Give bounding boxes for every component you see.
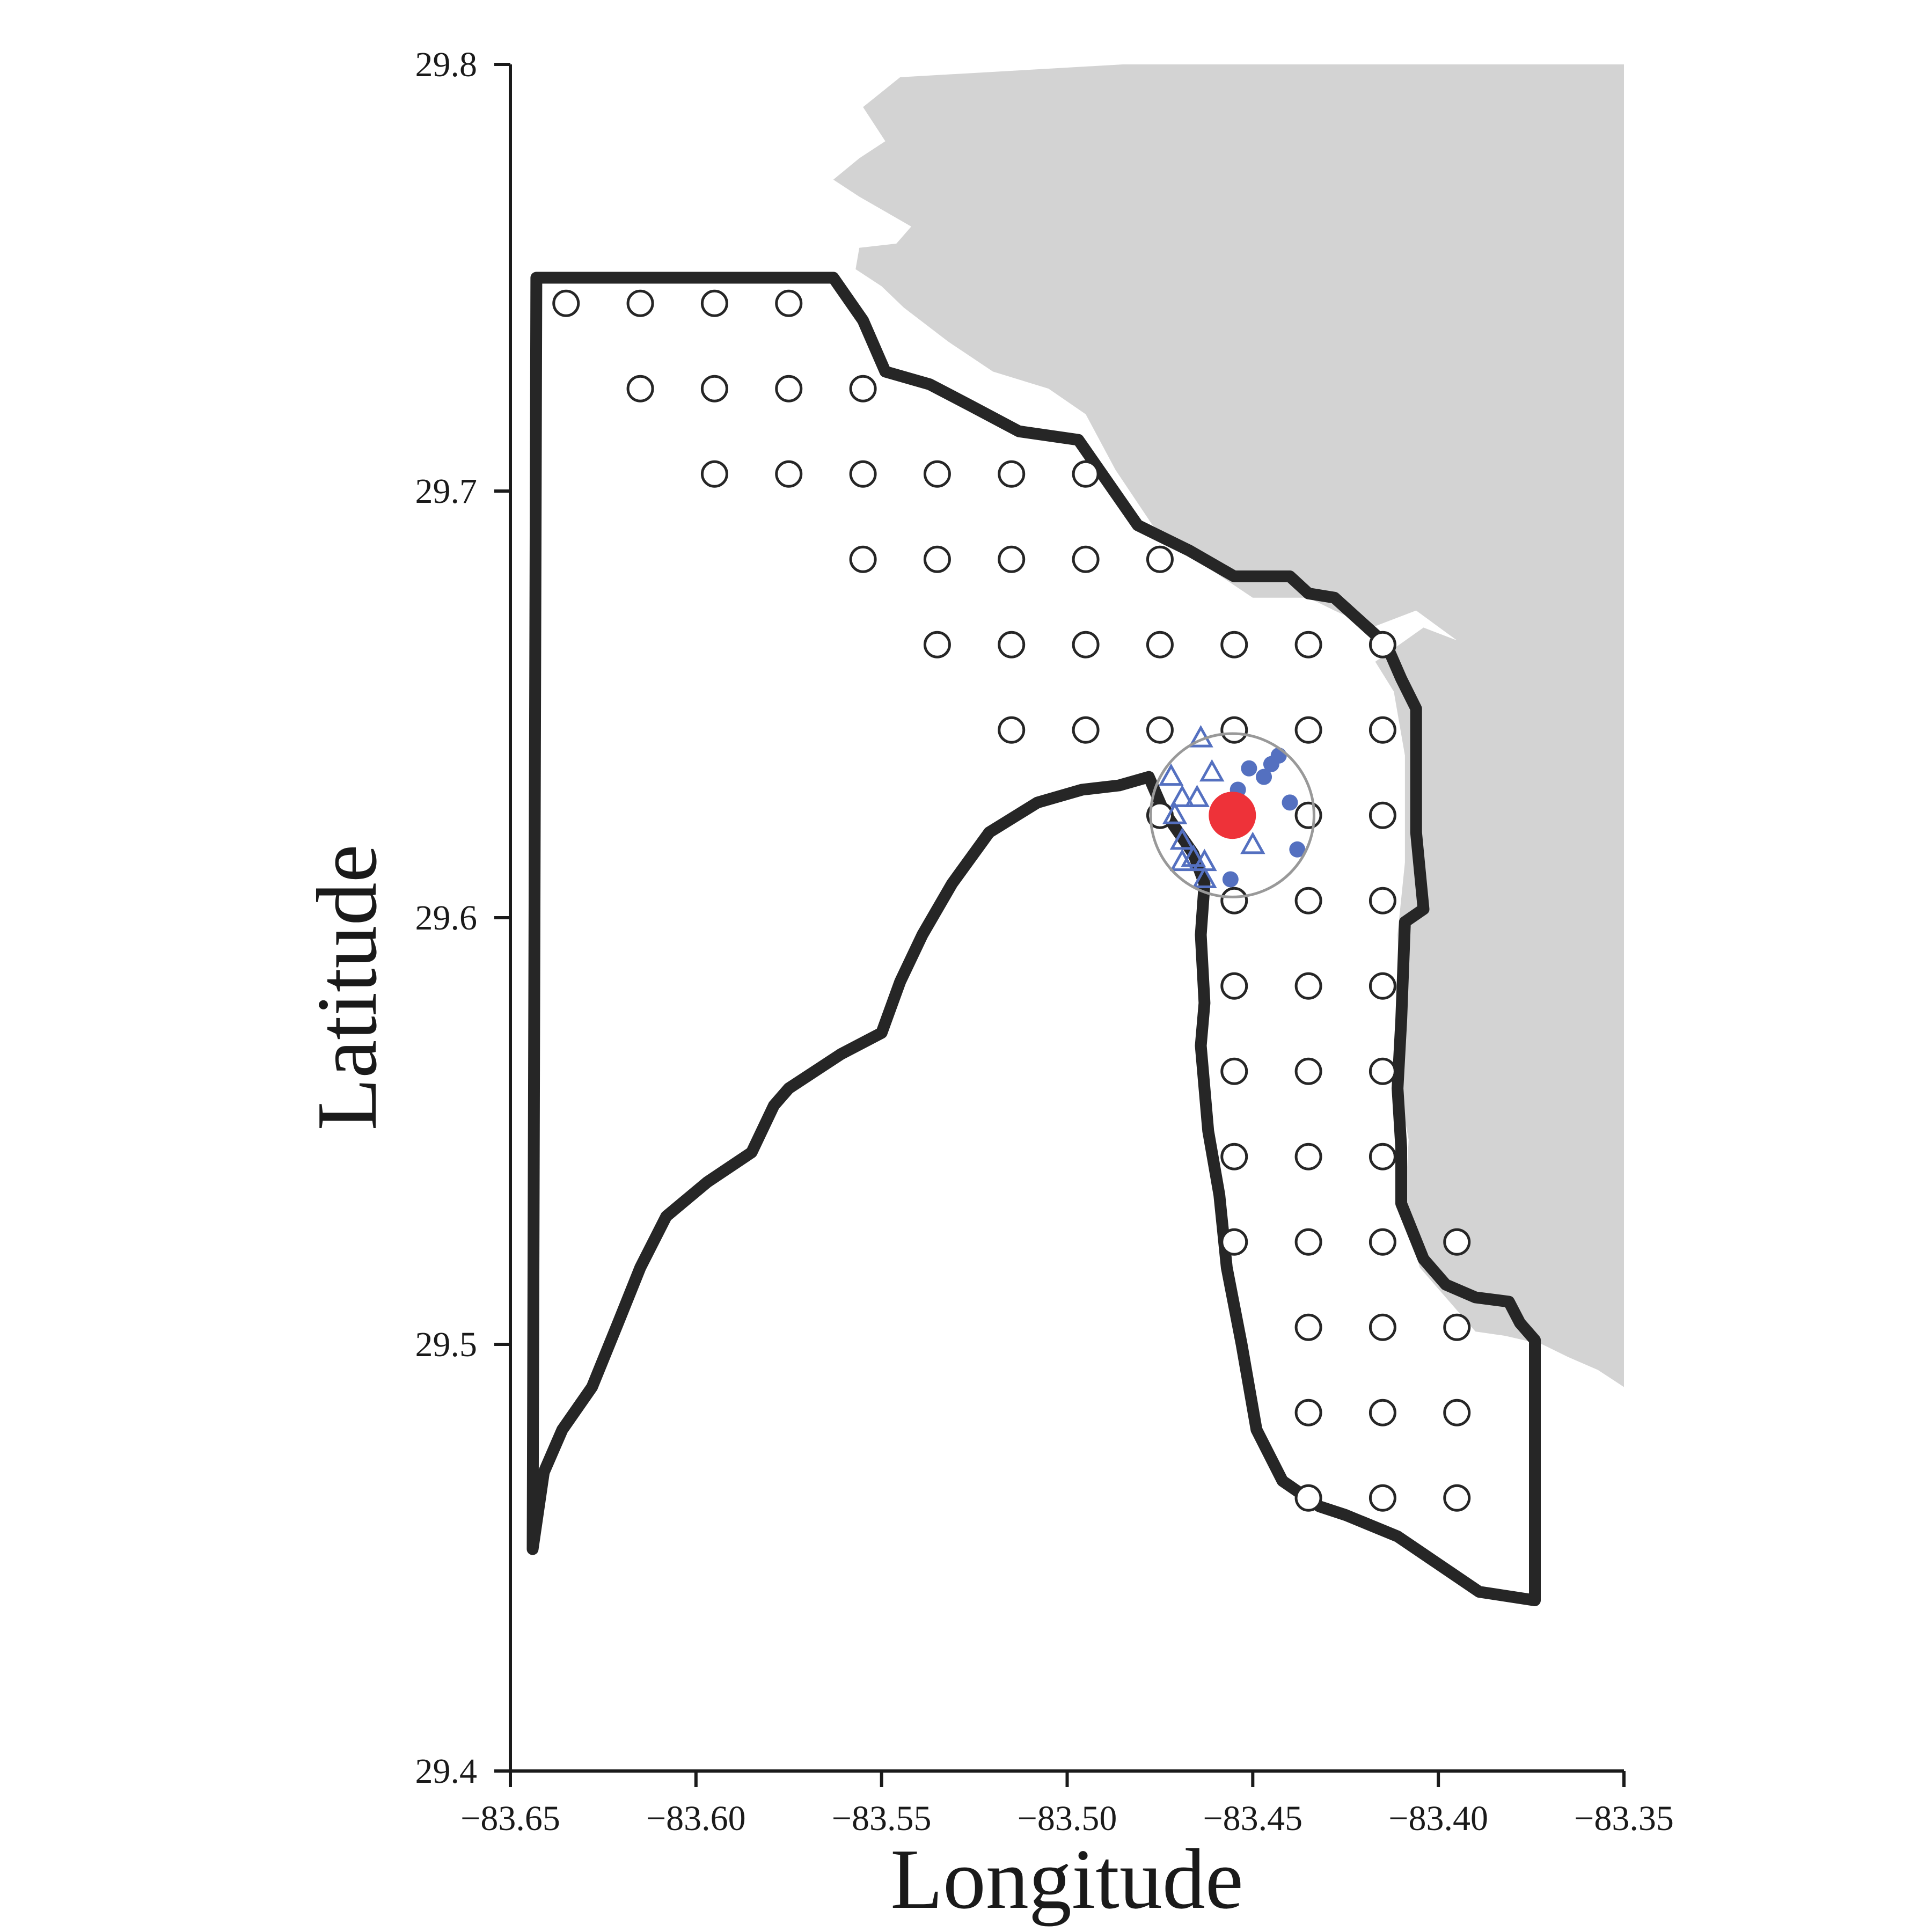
x-tick-label: −83.35 bbox=[1574, 1799, 1674, 1838]
grid-station bbox=[775, 289, 803, 317]
grid-station bbox=[849, 460, 877, 488]
grid-station bbox=[1368, 1057, 1396, 1085]
grid-station bbox=[552, 289, 580, 317]
grid-station bbox=[1146, 716, 1174, 744]
grid-station bbox=[1368, 1228, 1396, 1256]
grid-station bbox=[1443, 1313, 1471, 1341]
grid-station bbox=[1294, 972, 1322, 1000]
x-tick-label: −83.60 bbox=[646, 1799, 746, 1838]
grid-station bbox=[1294, 631, 1322, 658]
nearby-triangle bbox=[1169, 785, 1195, 807]
nearby-triangle bbox=[1158, 763, 1184, 786]
grid-station bbox=[923, 460, 951, 488]
grid-station bbox=[1368, 716, 1396, 744]
grid-station bbox=[1072, 716, 1100, 744]
nearby-triangle bbox=[1192, 866, 1217, 888]
nearby-dot bbox=[1241, 760, 1257, 777]
grid-station bbox=[923, 631, 951, 658]
grid-station bbox=[1294, 716, 1322, 744]
nearby-triangle bbox=[1169, 848, 1195, 872]
grid-station bbox=[1220, 887, 1248, 914]
grid-station bbox=[1146, 545, 1174, 573]
grid-station bbox=[1294, 1228, 1322, 1256]
grid-station bbox=[1443, 1484, 1471, 1512]
nearby-triangle bbox=[1181, 844, 1206, 867]
grid-station bbox=[1072, 460, 1100, 488]
nearby-triangle bbox=[1184, 785, 1210, 807]
focal-point bbox=[1209, 792, 1256, 839]
grid-station bbox=[998, 545, 1026, 573]
grid-station bbox=[1294, 1313, 1322, 1341]
grid-station bbox=[1220, 631, 1248, 658]
grid-station bbox=[1220, 1143, 1248, 1170]
grid-station bbox=[1294, 1057, 1322, 1085]
grid-station bbox=[700, 460, 728, 488]
grid-station bbox=[1294, 1399, 1322, 1426]
grid-station bbox=[700, 375, 728, 402]
y-tick-label: 29.8 bbox=[415, 45, 478, 84]
y-tick-label: 29.7 bbox=[415, 472, 478, 511]
x-tick-label: −83.55 bbox=[832, 1799, 932, 1838]
nearby-triangle bbox=[1240, 831, 1265, 854]
grid-station bbox=[923, 545, 951, 573]
buffer-circle bbox=[1149, 732, 1315, 898]
grid-station bbox=[775, 460, 803, 488]
grid-station bbox=[1220, 972, 1248, 1000]
y-tick-label: 29.6 bbox=[415, 898, 478, 938]
grid-station bbox=[998, 460, 1026, 488]
grid-station bbox=[1146, 631, 1174, 658]
x-tick-label: −83.40 bbox=[1388, 1799, 1488, 1838]
grid-station bbox=[1368, 1399, 1396, 1426]
grid-station bbox=[775, 375, 803, 402]
nearby-triangle bbox=[1199, 759, 1225, 782]
grid-station bbox=[998, 631, 1026, 658]
x-tick-label: −83.50 bbox=[1018, 1799, 1117, 1838]
grid-station bbox=[1294, 1143, 1322, 1170]
grid-station bbox=[1368, 1143, 1396, 1170]
grid-station bbox=[1368, 1313, 1396, 1341]
grid-station bbox=[1294, 887, 1322, 914]
grid-station bbox=[1368, 1484, 1396, 1512]
grid-station bbox=[1368, 887, 1396, 914]
grid-station bbox=[1072, 631, 1100, 658]
grid-station bbox=[700, 289, 728, 317]
study-area-boundary bbox=[526, 272, 1541, 1606]
grid-station bbox=[1443, 1399, 1471, 1426]
grid-station bbox=[1072, 545, 1100, 573]
nearby-dot bbox=[1222, 871, 1239, 888]
x-tick-label: −83.45 bbox=[1203, 1799, 1302, 1838]
grid-station bbox=[1368, 801, 1396, 829]
grid-station bbox=[1294, 1484, 1322, 1512]
grid-station bbox=[998, 716, 1026, 744]
nearby-dot bbox=[1289, 841, 1306, 858]
nearby-dot bbox=[1256, 769, 1272, 785]
nearby-triangle bbox=[1169, 827, 1195, 850]
grid-stations bbox=[552, 289, 1471, 1512]
grid-station bbox=[1368, 631, 1396, 658]
grid-station bbox=[1220, 1057, 1248, 1085]
x-tick-label: −83.65 bbox=[460, 1799, 560, 1838]
x-axis-title: Longitude bbox=[890, 1831, 1243, 1927]
y-tick-label: 29.5 bbox=[415, 1325, 478, 1364]
y-tick-label: 29.4 bbox=[415, 1752, 478, 1791]
nearby-dot bbox=[1263, 756, 1279, 772]
nearby-dot bbox=[1282, 794, 1298, 811]
grid-station bbox=[1443, 1228, 1471, 1256]
x-axis-ticks: −83.65 −83.60 −83.55 −83.50 −83.45 −83.40 −83.… bbox=[460, 1771, 1674, 1838]
grid-station bbox=[1368, 972, 1396, 1000]
y-axis-title: Latitude bbox=[299, 844, 394, 1130]
land-mass bbox=[833, 64, 1624, 1387]
nearby-triangle bbox=[1162, 802, 1188, 824]
grid-station bbox=[1220, 716, 1248, 744]
grid-station bbox=[626, 375, 654, 402]
grid-station bbox=[626, 289, 654, 317]
grid-station bbox=[1294, 801, 1322, 829]
y-axis-ticks: 29.4 29.5 29.6 29.7 29.8 bbox=[415, 45, 510, 1791]
grid-station bbox=[1220, 1228, 1248, 1256]
grid-station bbox=[849, 375, 877, 402]
grid-station bbox=[849, 545, 877, 573]
